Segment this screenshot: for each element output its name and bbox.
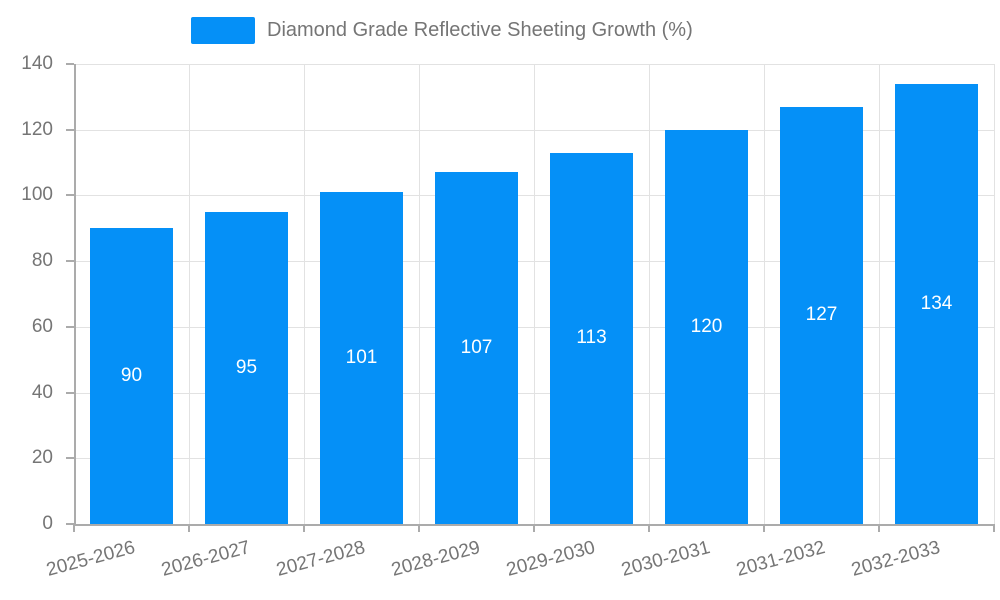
x-axis-tick [188,524,190,532]
x-axis-tick [73,524,75,532]
chart-title: Diamond Grade Reflective Sheeting Growth… [267,19,693,41]
bar-value-label: 90 [120,365,143,387]
x-axis-tick [418,524,420,532]
v-gridline [994,64,995,524]
x-axis-tick [763,524,765,532]
bar[interactable] [665,129,748,524]
v-gridline [189,64,190,524]
bar[interactable] [90,228,173,524]
bar[interactable] [205,211,288,524]
v-gridline [419,64,420,524]
y-axis-tick [66,63,74,65]
bar-value-label: 134 [920,292,953,314]
y-axis-tick [66,260,74,263]
y-tick-label: 0 [42,513,53,534]
bar-value-label: 113 [576,327,607,349]
v-gridline [534,64,535,524]
v-gridline [304,64,305,524]
y-axis-tick [66,194,74,197]
v-gridline [649,64,650,524]
bar[interactable] [320,192,403,524]
bar[interactable] [550,152,633,524]
y-axis [74,64,76,524]
y-tick-label: 100 [21,184,53,206]
x-axis-tick [993,524,995,532]
bar[interactable] [780,106,863,524]
y-tick-label: 80 [31,250,53,272]
y-tick-label: 20 [31,447,53,469]
x-axis-tick [878,524,880,532]
y-tick-label: 120 [21,118,53,140]
bar[interactable] [435,172,518,524]
x-axis-tick [533,524,535,532]
v-gridline [879,64,880,524]
y-axis-tick [66,391,74,394]
bar-value-label: 101 [345,347,378,369]
y-axis-tick [66,457,74,460]
legend-swatch-icon [191,17,255,44]
y-axis-tick [66,128,74,131]
y-tick-label: 40 [31,381,53,403]
y-tick-label: 60 [31,315,53,337]
legend[interactable]: Diamond Grade Reflective Sheeting Growth… [191,17,693,44]
bar-value-label: 95 [235,356,258,378]
bar-value-label: 107 [460,337,493,359]
y-tick-label: 140 [21,53,53,74]
x-axis-tick [303,524,305,532]
x-axis-tick [648,524,650,532]
bar-value-label: 127 [805,304,838,326]
y-axis-tick [66,325,74,328]
v-gridline [764,64,765,524]
y-axis-tick [66,523,74,525]
bar[interactable] [895,83,978,524]
x-axis [74,524,994,526]
bar-value-label: 120 [690,315,723,337]
